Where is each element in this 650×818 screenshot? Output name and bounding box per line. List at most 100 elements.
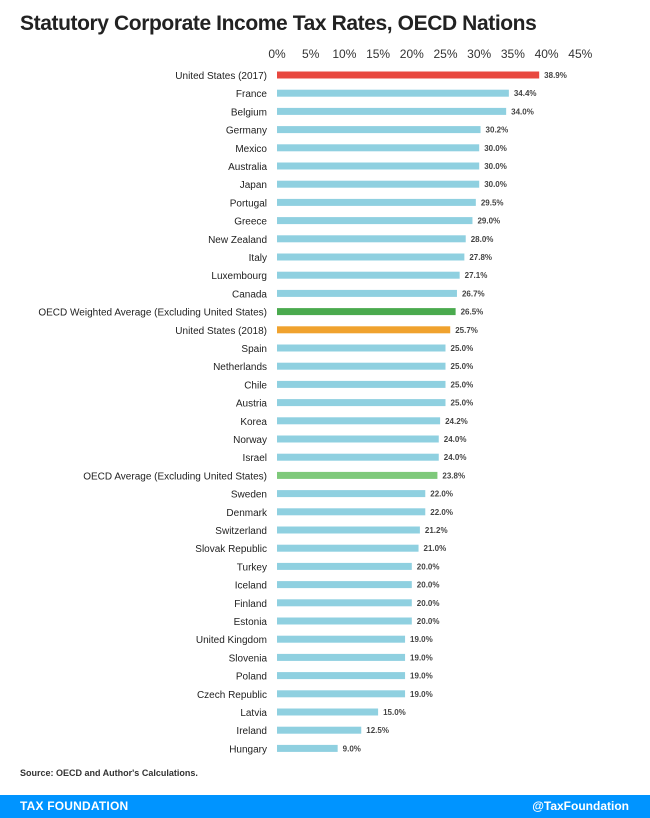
bar: [277, 435, 439, 443]
category-label: Netherlands: [213, 362, 267, 373]
value-label: 25.0%: [451, 344, 474, 353]
category-label: Poland: [236, 672, 267, 683]
bar: [277, 198, 476, 206]
bar: [277, 326, 451, 334]
value-label: 30.0%: [484, 162, 507, 171]
category-label: Korea: [240, 417, 267, 428]
value-label: 19.0%: [410, 635, 433, 644]
bar-chart: 0% 5% 10% 15% 20% 25% 30% 35% 40% 45% United State…: [38, 47, 592, 755]
x-tick-label: 25%: [433, 47, 457, 61]
value-label: 27.1%: [465, 271, 488, 280]
value-label: 29.5%: [481, 198, 504, 207]
value-label: 30.0%: [484, 144, 507, 153]
x-tick-label: 35%: [501, 47, 525, 61]
value-label: 19.0%: [410, 690, 433, 699]
value-label: 26.7%: [462, 289, 485, 298]
bar: [277, 107, 507, 115]
source-note: Source: OECD and Author's Calculations.: [20, 768, 198, 778]
value-label: 21.0%: [424, 544, 447, 553]
category-label: United Kingdom: [196, 635, 267, 646]
category-label: Finland: [234, 599, 267, 610]
bar: [277, 308, 456, 316]
value-label: 9.0%: [343, 744, 361, 753]
value-label: 22.0%: [430, 508, 453, 517]
bar: [277, 690, 406, 698]
bar: [277, 344, 446, 352]
category-label: France: [236, 89, 268, 100]
bar: [277, 653, 406, 661]
category-label: Denmark: [226, 508, 268, 519]
value-label: 29.0%: [477, 217, 500, 226]
bar: [277, 417, 441, 425]
bar: [277, 726, 362, 734]
value-label: 20.0%: [417, 581, 440, 590]
x-tick-label: 30%: [467, 47, 491, 61]
footer-brand: TAX FOUNDATION: [20, 799, 129, 813]
value-label: 24.0%: [444, 453, 467, 462]
bar: [277, 289, 457, 297]
x-tick-label: 10%: [332, 47, 356, 61]
bar: [277, 562, 412, 570]
bar: [277, 453, 439, 461]
bar: [277, 708, 379, 716]
value-label: 20.0%: [417, 617, 440, 626]
category-label: Latvia: [240, 708, 267, 719]
value-label: 25.0%: [451, 362, 474, 371]
value-label: 38.9%: [544, 71, 567, 80]
value-label: 20.0%: [417, 599, 440, 608]
x-tick-label: 40%: [535, 47, 559, 61]
category-label: Chile: [244, 380, 267, 391]
x-tick-label: 45%: [568, 47, 592, 61]
category-label: OECD Weighted Average (Excluding United …: [38, 308, 267, 319]
value-label: 34.4%: [514, 89, 537, 98]
category-label: Switzerland: [215, 526, 267, 537]
category-label: Hungary: [229, 744, 267, 755]
category-label: Italy: [249, 253, 267, 264]
category-label: Spain: [241, 344, 267, 355]
bar: [277, 144, 480, 152]
category-label: Sweden: [231, 490, 267, 501]
bar: [277, 126, 481, 134]
bar: [277, 581, 412, 589]
value-label: 25.0%: [451, 380, 474, 389]
bar: [277, 89, 509, 97]
bar: [277, 162, 480, 170]
bar: [277, 471, 438, 479]
value-label: 19.0%: [410, 672, 433, 681]
bar: [277, 599, 412, 607]
category-label: Luxembourg: [211, 271, 267, 282]
category-label: Iceland: [235, 581, 267, 592]
value-label: 24.0%: [444, 435, 467, 444]
bar: [277, 526, 420, 534]
value-label: 20.0%: [417, 562, 440, 571]
x-tick-label: 15%: [366, 47, 390, 61]
category-label: Turkey: [237, 562, 267, 573]
value-label: 12.5%: [366, 726, 389, 735]
bar: [277, 180, 480, 188]
category-label: Slovak Republic: [195, 544, 267, 555]
category-label: Belgium: [231, 107, 267, 118]
value-label: 25.7%: [455, 326, 478, 335]
category-label: Germany: [226, 126, 267, 137]
value-label: 19.0%: [410, 653, 433, 662]
value-label: 30.2%: [486, 126, 509, 135]
bar: [277, 71, 540, 79]
x-tick-label: 0%: [268, 47, 286, 61]
category-label: New Zealand: [208, 235, 267, 246]
value-label: 15.0%: [383, 708, 406, 717]
category-label: Czech Republic: [197, 690, 267, 701]
category-label: Japan: [240, 180, 267, 191]
bar: [277, 508, 426, 516]
bar: [277, 544, 419, 552]
value-label: 23.8%: [442, 471, 465, 480]
bar: [277, 217, 473, 225]
value-label: 30.0%: [484, 180, 507, 189]
bar: [277, 672, 406, 680]
category-label: Israel: [243, 453, 267, 464]
chart-title: Statutory Corporate Income Tax Rates, OE…: [20, 12, 537, 35]
category-label: Greece: [234, 217, 267, 228]
bar: [277, 271, 460, 279]
value-label: 21.2%: [425, 526, 448, 535]
category-label: OECD Average (Excluding United States): [83, 471, 267, 482]
category-label: Canada: [232, 289, 267, 300]
